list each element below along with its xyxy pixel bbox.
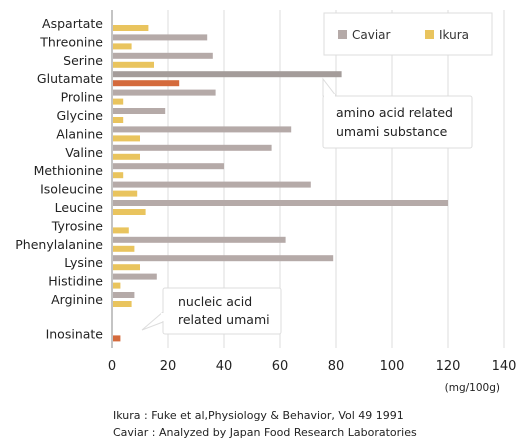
bar-ikura-alanine xyxy=(113,135,140,142)
bar-caviar-threonine xyxy=(113,34,208,41)
bar-caviar-methionine xyxy=(113,163,224,170)
callout-amino-acid: amino acid related umami substance xyxy=(322,77,473,149)
bar-caviar-lysine xyxy=(113,255,334,262)
category-label: Proline xyxy=(61,90,104,105)
x-tick-label: 100 xyxy=(380,359,405,374)
x-tick-label: 80 xyxy=(328,359,345,374)
bar-ikura-threonine xyxy=(113,43,132,50)
category-label: Glutamate xyxy=(37,71,103,86)
bar-ikura-inosinate xyxy=(113,335,121,342)
footnote-ikura: Ikura : Fuke et al,Physiology & Behavior… xyxy=(113,409,404,422)
bar-caviar-arginine xyxy=(113,292,135,298)
bar-ikura-methionine xyxy=(113,172,124,179)
category-label: Histidine xyxy=(48,274,103,289)
callout-nucleic-line-1: nucleic acid xyxy=(178,294,252,309)
category-label: Methionine xyxy=(34,163,104,178)
category-label: Inosinate xyxy=(46,326,104,341)
bar-ikura-leucine xyxy=(113,209,146,215)
bar-ikura-serine xyxy=(113,61,154,68)
x-tick-label: 0 xyxy=(108,359,116,374)
bar-caviar-alanine xyxy=(113,126,292,133)
category-label: Arginine xyxy=(51,292,103,307)
bar-caviar-proline xyxy=(113,89,216,96)
category-label: Phenylalanine xyxy=(15,237,103,252)
category-label: Leucine xyxy=(55,200,104,215)
legend-swatch-ikura xyxy=(425,30,434,39)
bars xyxy=(113,25,448,342)
category-label: Alanine xyxy=(56,126,103,141)
bar-ikura-valine xyxy=(113,153,140,160)
bar-ikura-glutamate xyxy=(113,80,180,87)
category-label: Aspartate xyxy=(42,16,103,31)
bar-ikura-aspartate xyxy=(113,25,149,31)
callout-nucleic-acid: nucleic acid related umami xyxy=(141,287,282,335)
bar-ikura-histidine xyxy=(113,282,121,289)
x-tick-label: 40 xyxy=(216,359,233,374)
category-labels: Aspartate Threonine Serine Glutamate Proline… xyxy=(15,16,103,341)
category-label: Valine xyxy=(65,145,103,160)
bar-ikura-arginine xyxy=(113,301,132,307)
bar-caviar-serine xyxy=(113,52,213,59)
category-label: Lysine xyxy=(64,255,103,270)
footnote-caviar: Caviar : Analyzed by Japan Food Research… xyxy=(113,426,417,439)
category-label: Serine xyxy=(63,53,103,68)
x-tick-label: 20 xyxy=(160,359,177,374)
x-tick-label: 60 xyxy=(272,359,289,374)
category-label: Glycine xyxy=(56,108,103,123)
bar-caviar-isoleucine xyxy=(113,181,311,188)
bar-caviar-valine xyxy=(113,144,272,151)
x-tick-label: 120 xyxy=(436,359,461,374)
bar-ikura-isoleucine xyxy=(113,190,138,197)
category-label: Isoleucine xyxy=(40,182,103,197)
bar-caviar-phenylalanine xyxy=(113,236,286,243)
bar-caviar-leucine xyxy=(113,200,448,206)
unit-label: (mg/100g) xyxy=(445,382,500,394)
category-label: Tyrosine xyxy=(51,218,104,233)
bar-caviar-histidine xyxy=(113,273,157,280)
callout-amino-line-1: amino acid related xyxy=(336,105,453,120)
bar-ikura-glycine xyxy=(113,117,124,123)
x-tick-labels: 0 20 40 60 80 100 120 140 xyxy=(108,359,517,374)
legend: Caviar Ikura xyxy=(323,12,493,56)
callout-nucleic-line-2: related umami xyxy=(178,312,270,327)
callout-amino-line-2: umami substance xyxy=(336,124,448,139)
bar-ikura-proline xyxy=(113,98,124,105)
legend-label-caviar: Caviar xyxy=(352,28,391,42)
bar-caviar-glutamate xyxy=(113,71,342,78)
x-tick-label: 140 xyxy=(492,359,517,374)
bar-ikura-lysine xyxy=(113,264,140,271)
legend-label-ikura: Ikura xyxy=(439,28,469,42)
bar-caviar-glycine xyxy=(113,108,166,114)
bar-ikura-tyrosine xyxy=(113,227,129,234)
grid xyxy=(167,10,505,348)
category-label: Threonine xyxy=(39,34,103,49)
bar-ikura-phenylalanine xyxy=(113,245,135,252)
legend-swatch-caviar xyxy=(338,30,347,39)
